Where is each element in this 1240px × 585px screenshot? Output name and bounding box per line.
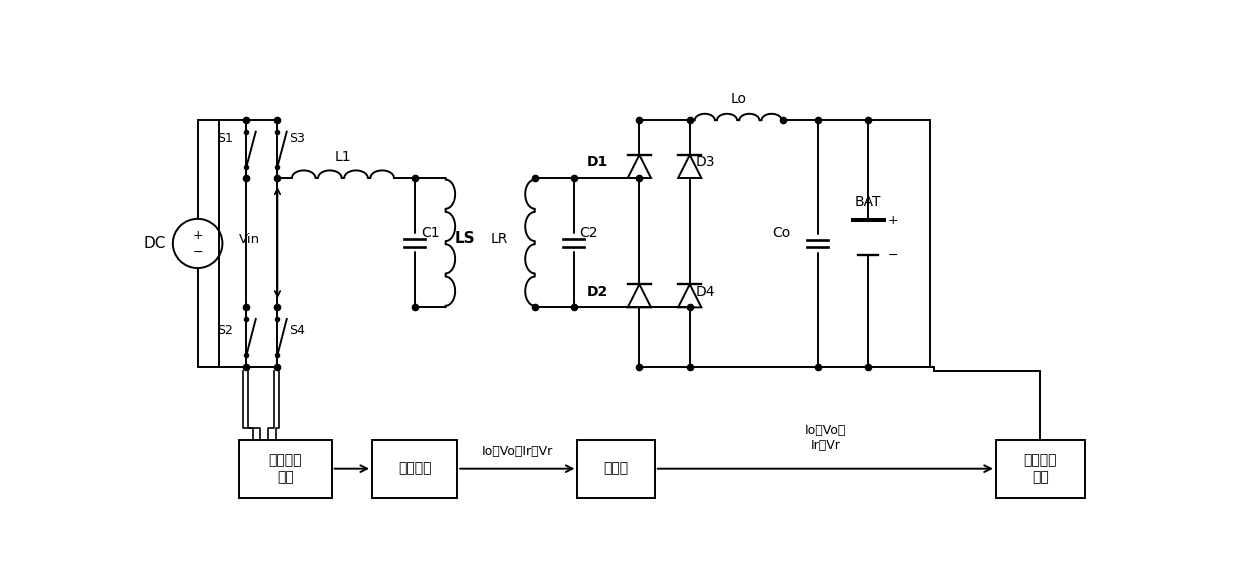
Text: S3: S3 bbox=[289, 132, 305, 145]
Text: Io、Vo、
Ir、Vr: Io、Vo、 Ir、Vr bbox=[805, 425, 846, 452]
FancyBboxPatch shape bbox=[996, 440, 1085, 498]
Text: BAT: BAT bbox=[854, 195, 882, 209]
Text: LR: LR bbox=[490, 232, 507, 246]
FancyBboxPatch shape bbox=[578, 440, 655, 498]
Text: C2: C2 bbox=[580, 226, 598, 239]
Text: Co: Co bbox=[773, 226, 791, 240]
Text: S2: S2 bbox=[217, 324, 233, 338]
FancyBboxPatch shape bbox=[372, 440, 458, 498]
FancyBboxPatch shape bbox=[238, 440, 332, 498]
Text: LS: LS bbox=[455, 230, 476, 246]
Text: 调制发波
组件: 调制发波 组件 bbox=[268, 453, 303, 484]
Text: Lo: Lo bbox=[730, 92, 746, 106]
Text: Io、Vo、Ir、Vr: Io、Vo、Ir、Vr bbox=[481, 445, 553, 458]
Text: +: + bbox=[192, 229, 203, 242]
Text: DC: DC bbox=[144, 236, 166, 251]
Text: +: + bbox=[888, 214, 898, 227]
Text: L1: L1 bbox=[335, 150, 351, 164]
Text: D3: D3 bbox=[696, 156, 715, 170]
Text: −: − bbox=[888, 249, 898, 261]
Text: 电池管理
组件: 电池管理 组件 bbox=[1024, 453, 1058, 484]
Text: 控制器: 控制器 bbox=[604, 462, 629, 476]
Text: D2: D2 bbox=[587, 285, 609, 299]
Text: S1: S1 bbox=[217, 132, 233, 145]
Text: D1: D1 bbox=[587, 156, 609, 170]
Text: C1: C1 bbox=[420, 226, 439, 239]
Text: −: − bbox=[192, 246, 203, 259]
Text: Vin: Vin bbox=[239, 233, 260, 246]
Text: 计算组件: 计算组件 bbox=[398, 462, 432, 476]
Text: D4: D4 bbox=[696, 285, 715, 299]
Text: S4: S4 bbox=[289, 324, 305, 338]
